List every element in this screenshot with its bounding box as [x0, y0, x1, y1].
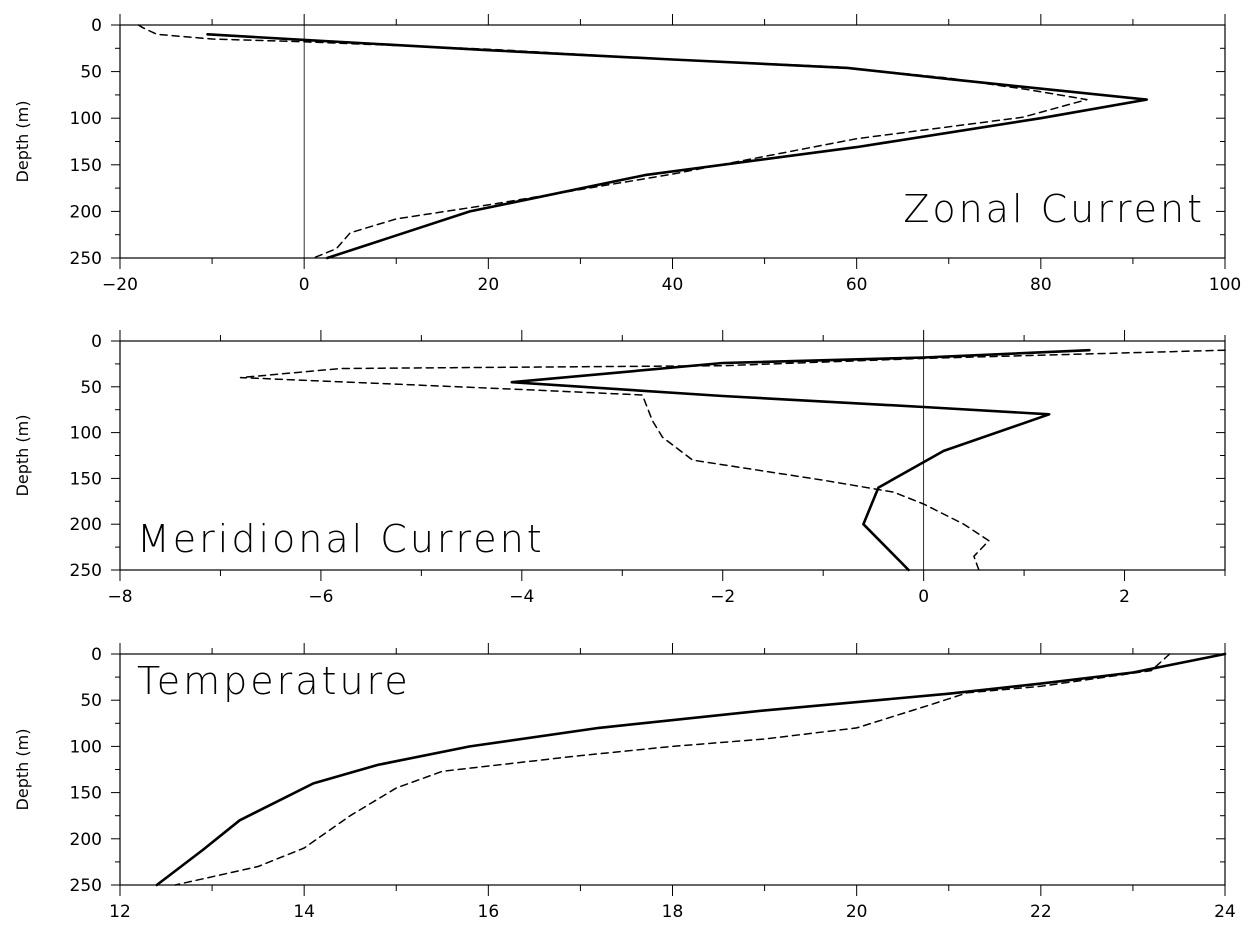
panel-2: −8 −6 −4 −2 0 2 0 50 100 150 200 250 Depth (m) Meridi…: [13, 330, 1226, 607]
series-line-solid: [206, 32, 1148, 260]
y-axis-label: Depth (m): [13, 101, 32, 183]
x-tick-label: 40: [662, 275, 684, 295]
series-line-dashed: [239, 349, 1226, 571]
y-tick-label: 150: [70, 156, 102, 176]
panel-title: Zonal Current: [903, 187, 1205, 231]
x-tick-label: 16: [478, 902, 500, 922]
y-axis-label: Depth (m): [13, 729, 32, 811]
series-line-dashed: [174, 653, 1171, 886]
y-tick-label: 100: [70, 424, 102, 444]
y-tick-label: 50: [80, 378, 102, 398]
series-line-solid: [510, 348, 1091, 572]
y-tick-label: 0: [91, 645, 102, 665]
x-tick-label: 0: [299, 275, 310, 295]
x-tick-label: 20: [478, 275, 500, 295]
y-tick-label: 200: [70, 515, 102, 535]
y-axis-label: Depth (m): [13, 415, 32, 497]
x-tick-label: 22: [1030, 902, 1052, 922]
panel-title: Meridional Current: [137, 517, 545, 561]
panel-1: −20 0 20 40 60 80 100 0 50 100 150 200 250 Depth (m) Z…: [13, 14, 1241, 295]
y-tick-label: 50: [80, 691, 102, 711]
x-tick-label: 80: [1030, 275, 1052, 295]
y-tick-label: 0: [91, 16, 102, 36]
y-tick-label: 0: [91, 332, 102, 352]
x-tick-label: 18: [662, 902, 684, 922]
y-tick-label: 100: [70, 737, 102, 757]
x-tick-label: −20: [102, 275, 138, 295]
y-tick-label: 250: [70, 249, 102, 269]
y-tick-label: 250: [70, 876, 102, 896]
y-tick-label: 150: [70, 469, 102, 489]
x-tick-label: −4: [509, 587, 534, 607]
x-tick-label: 0: [918, 587, 929, 607]
series-line-solid: [155, 652, 1227, 887]
y-tick-label: 200: [70, 202, 102, 222]
x-tick-label: −6: [308, 587, 333, 607]
x-tick-label: 24: [1214, 902, 1236, 922]
x-tick-label: 12: [109, 902, 131, 922]
y-tick-label: 250: [70, 561, 102, 581]
y-tick-label: 150: [70, 784, 102, 804]
panel-title: Temperature: [137, 659, 411, 703]
y-tick-label: 50: [80, 63, 102, 83]
series-line-dashed: [137, 24, 1088, 259]
x-tick-label: 20: [846, 902, 868, 922]
x-tick-label: 2: [1119, 587, 1130, 607]
x-tick-label: −8: [107, 587, 132, 607]
x-tick-label: 14: [293, 902, 315, 922]
x-tick-label: −2: [710, 587, 735, 607]
x-tick-label: 60: [846, 275, 868, 295]
y-tick-label: 200: [70, 830, 102, 850]
x-tick-label: 100: [1209, 275, 1241, 295]
panel-3: 12 14 16 18 20 22 24 0 50 100 150 200 250 Depth (m) Te…: [13, 643, 1236, 922]
y-tick-label: 100: [70, 109, 102, 129]
